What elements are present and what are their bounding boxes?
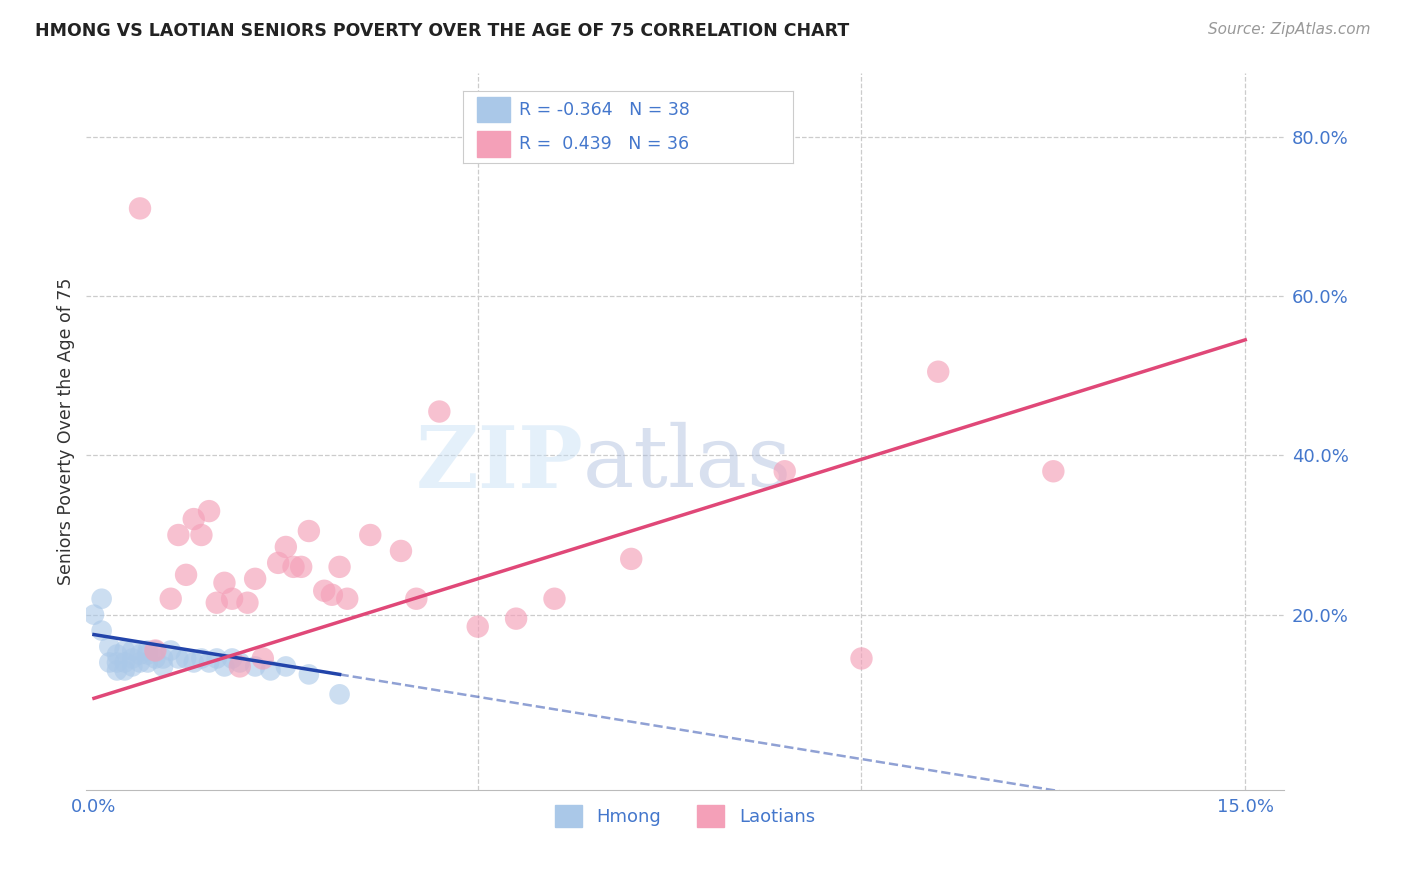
- Text: atlas: atlas: [583, 422, 793, 505]
- Point: [159, 643, 181, 657]
- Point: [267, 556, 290, 570]
- Text: Source: ZipAtlas.com: Source: ZipAtlas.com: [1208, 22, 1371, 37]
- Point: [90, 624, 112, 638]
- Point: [90, 591, 112, 606]
- Point: [83, 607, 105, 622]
- Point: [336, 591, 359, 606]
- Point: [773, 464, 796, 478]
- Point: [405, 591, 427, 606]
- Point: [259, 664, 281, 678]
- Point: [329, 687, 352, 701]
- Point: [298, 667, 321, 681]
- Point: [145, 643, 167, 657]
- Point: [274, 659, 297, 673]
- Point: [129, 202, 152, 216]
- Text: ZIP: ZIP: [415, 422, 583, 506]
- Point: [105, 656, 128, 670]
- Point: [205, 651, 228, 665]
- Point: [198, 656, 221, 670]
- Point: [243, 659, 266, 673]
- Point: [190, 651, 212, 665]
- Point: [467, 619, 489, 633]
- Point: [274, 540, 297, 554]
- Point: [174, 651, 197, 665]
- Point: [1042, 464, 1064, 478]
- Point: [167, 651, 190, 665]
- Point: [298, 524, 321, 538]
- Point: [145, 651, 167, 665]
- Point: [114, 643, 136, 657]
- Point: [114, 656, 136, 670]
- Point: [214, 575, 236, 590]
- Point: [243, 572, 266, 586]
- Point: [620, 552, 643, 566]
- Point: [152, 651, 174, 665]
- Point: [198, 504, 221, 518]
- Point: [98, 656, 121, 670]
- Point: [174, 567, 197, 582]
- Point: [105, 664, 128, 678]
- Text: HMONG VS LAOTIAN SENIORS POVERTY OVER THE AGE OF 75 CORRELATION CHART: HMONG VS LAOTIAN SENIORS POVERTY OVER TH…: [35, 22, 849, 40]
- Point: [214, 659, 236, 673]
- Y-axis label: Seniors Poverty Over the Age of 75: Seniors Poverty Over the Age of 75: [58, 277, 75, 585]
- Point: [159, 591, 181, 606]
- Point: [167, 528, 190, 542]
- Point: [183, 512, 205, 526]
- Point: [183, 656, 205, 670]
- Point: [129, 648, 152, 662]
- Point: [851, 651, 873, 665]
- Point: [329, 560, 352, 574]
- Point: [236, 596, 259, 610]
- Point: [121, 643, 143, 657]
- Point: [205, 596, 228, 610]
- Point: [359, 528, 381, 542]
- Legend: Hmong, Laotians: Hmong, Laotians: [548, 798, 823, 835]
- Point: [389, 544, 412, 558]
- Point: [290, 560, 312, 574]
- Point: [321, 588, 343, 602]
- Point: [927, 365, 949, 379]
- Point: [229, 659, 252, 673]
- Point: [283, 560, 305, 574]
- Point: [505, 612, 527, 626]
- Point: [314, 583, 336, 598]
- Point: [105, 648, 128, 662]
- Point: [121, 659, 143, 673]
- Point: [221, 591, 243, 606]
- Point: [221, 651, 243, 665]
- Point: [121, 651, 143, 665]
- Point: [98, 640, 121, 654]
- Point: [129, 656, 152, 670]
- Point: [145, 643, 167, 657]
- Point: [252, 651, 274, 665]
- Point: [136, 648, 159, 662]
- Point: [136, 643, 159, 657]
- Point: [190, 528, 212, 542]
- Point: [152, 659, 174, 673]
- Point: [427, 404, 450, 418]
- Point: [229, 656, 252, 670]
- Point: [543, 591, 565, 606]
- Point: [136, 656, 159, 670]
- Point: [114, 664, 136, 678]
